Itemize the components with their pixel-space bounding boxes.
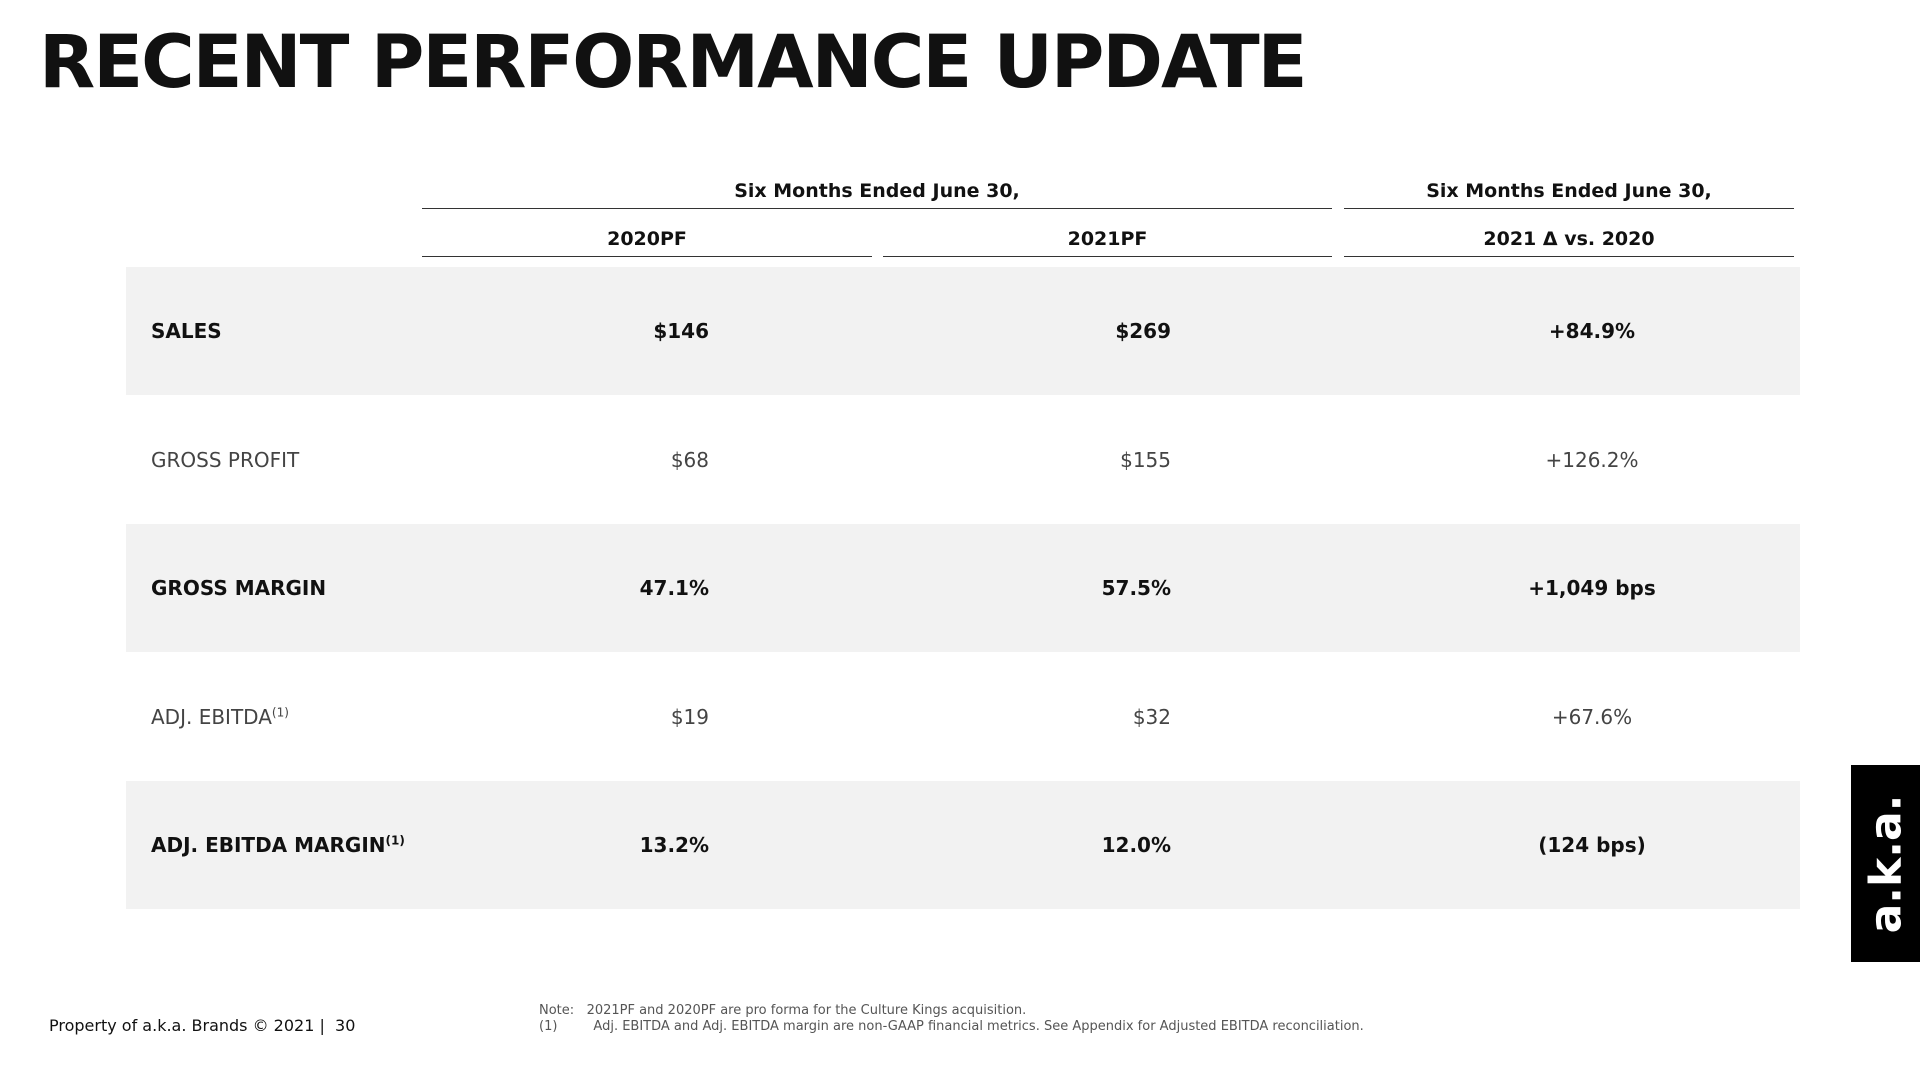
note-marker: (1) (539, 1019, 558, 1034)
row-label: GROSS MARGIN (151, 576, 326, 600)
table-cell: +1,049 bps (1528, 576, 1656, 600)
column-header: 2020PF (422, 228, 872, 257)
table-cell: $146 (653, 319, 709, 343)
table-cell: $68 (670, 447, 709, 472)
logo-text: a.k.a. (1860, 794, 1911, 933)
table-cell: +126.2% (1545, 447, 1639, 472)
footnote-marker: (1) (385, 833, 405, 848)
label-text: GROSS MARGIN (151, 576, 327, 600)
row-label: SALES (151, 319, 222, 343)
note-marker: Note: (539, 1003, 575, 1018)
table-cell: 12.0% (1101, 833, 1171, 857)
row-label: ADJ. EBITDA(1) (151, 705, 289, 729)
table-row: GROSS PROFIT $68 $155 +126.2% (126, 396, 1800, 524)
note: Note: 2021PF and 2020PF are pro forma fo… (539, 1003, 1026, 1018)
table-cell: $155 (1120, 447, 1171, 472)
table-row: ADJ. EBITDA MARGIN(1) 13.2% 12.0% (124 bps) (126, 781, 1800, 909)
footnote-marker: (1) (271, 704, 289, 719)
row-label: GROSS PROFIT (151, 448, 299, 472)
footer-text: Property of a.k.a. Brands © 2021 | (49, 1016, 325, 1035)
table-cell: 47.1% (639, 576, 709, 600)
footer: Property of a.k.a. Brands © 2021 | 30 (49, 1016, 355, 1035)
label-text: GROSS PROFIT (151, 447, 300, 472)
table-cell: +67.6% (1551, 704, 1633, 729)
table-cell: (124 bps) (1538, 833, 1646, 857)
title: RECENT PERFORMANCE UPDATE (39, 20, 1307, 105)
table-cell: $32 (1132, 704, 1171, 729)
label-text: SALES (151, 319, 222, 343)
table-row: GROSS MARGIN 47.1% 57.5% +1,049 bps (126, 524, 1800, 652)
table-cell: +84.9% (1548, 319, 1636, 343)
column-header: 2021 Δ vs. 2020 (1344, 228, 1794, 257)
table-cell: 57.5% (1101, 576, 1171, 600)
row-label: ADJ. EBITDA MARGIN(1) (151, 833, 405, 857)
group-header: Six Months Ended June 30, (422, 180, 1332, 209)
note-text: 2021PF and 2020PF are pro forma for the … (586, 1003, 1027, 1018)
label-text: ADJ. EBITDA MARGIN (151, 833, 386, 857)
label-text: ADJ. EBITDA (151, 704, 272, 729)
table-row: SALES $146 $269 +84.9% (126, 267, 1800, 395)
table-cell: $19 (670, 704, 709, 729)
table-cell: 13.2% (639, 833, 709, 857)
logo: a.k.a. (1851, 765, 1920, 962)
column-header: 2021PF (883, 228, 1332, 257)
group-header: Six Months Ended June 30, (1344, 180, 1794, 209)
table-row: ADJ. EBITDA(1) $19 $32 +67.6% (126, 653, 1800, 781)
table-cell: $269 (1115, 319, 1171, 343)
note: (1) Adj. EBITDA and Adj. EBITDA margin ar… (539, 1019, 1364, 1034)
note-text: Adj. EBITDA and Adj. EBITDA margin are n… (593, 1019, 1364, 1034)
page-number: 30 (335, 1016, 356, 1035)
